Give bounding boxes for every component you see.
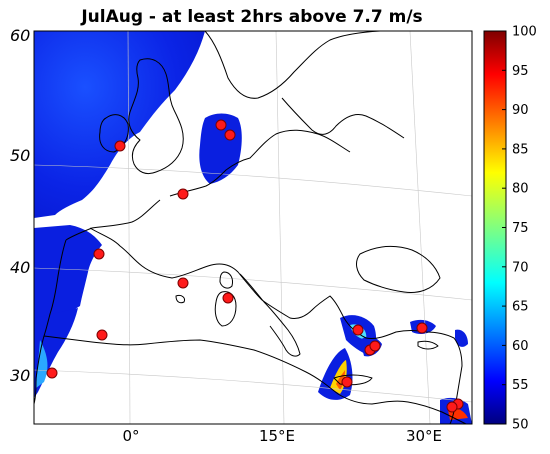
colorbar-tick-label: 90 [512, 103, 529, 118]
site-aegean-north [352, 324, 364, 336]
lon-label-0: 0° [122, 427, 139, 445]
site-galicia [93, 248, 105, 260]
colorbar-tick-label: 80 [512, 182, 529, 197]
scandinavia-coast [204, 31, 405, 139]
biscay-wind-field [34, 225, 102, 322]
red-sea-field [455, 329, 468, 347]
britain-coast [128, 58, 184, 175]
site-cyprus [416, 322, 428, 334]
atlantic-wind-field [34, 31, 205, 218]
site-gulf-of-lion [177, 277, 189, 289]
continent-coast [43, 129, 463, 424]
lat-label-60: 60 [10, 26, 30, 45]
lat-label-30: 30 [10, 366, 30, 385]
colorbar-tick-label: 100 [512, 25, 537, 40]
lon-label-30e: 30°E [406, 427, 442, 445]
colorbar-tick-label: 50 [512, 418, 529, 433]
colorbar-tick-label: 55 [512, 378, 529, 393]
crete-peak [336, 370, 345, 390]
site-levant-south [446, 401, 458, 413]
africa-coast [34, 335, 467, 424]
coastlines [34, 31, 467, 424]
site-netherlands [177, 188, 189, 200]
colorbar-tick-label: 95 [512, 64, 529, 79]
colorbar: 100 95 90 85 80 75 70 65 60 55 50 [483, 25, 537, 433]
ireland-coast [99, 114, 129, 153]
site-irish-sea [114, 140, 126, 152]
site-markers [46, 119, 464, 413]
colorbar-tick-label: 75 [512, 221, 529, 236]
corsica-coast [219, 271, 233, 289]
longitude-labels: 0° 15°E 30°E [122, 427, 442, 445]
morocco-high-core [36, 340, 48, 388]
colorbar-tick-label: 70 [512, 260, 529, 275]
site-crete-east [369, 340, 381, 352]
colorbar-tick-label: 85 [512, 142, 529, 157]
lon-label-15e: 15°E [259, 427, 295, 445]
latitude-labels: 60 50 40 30 [10, 26, 30, 385]
site-morocco-atlantic [46, 367, 58, 379]
site-crete-south [341, 376, 353, 388]
sardinia-coast [214, 291, 237, 327]
cyprus-coast [417, 340, 439, 350]
colorbar-ticks: 100 95 90 85 80 75 70 65 60 55 50 [502, 25, 537, 433]
site-denmark-north [215, 119, 227, 131]
colorbar-tick-label: 65 [512, 300, 529, 315]
colorbar-tick-label: 60 [512, 339, 529, 354]
balearic-coast [175, 295, 185, 304]
black-sea-coast [356, 246, 441, 293]
site-denmark-south [224, 129, 236, 141]
map-frame [33, 30, 473, 425]
crete-wind-field [318, 348, 353, 400]
map-title: JulAug - at least 2hrs above 7.7 m/s [80, 7, 422, 27]
lat-label-50: 50 [10, 146, 30, 165]
map-area [34, 31, 472, 424]
italy-coast [239, 273, 301, 357]
site-alboran [96, 329, 108, 341]
site-sardinia [222, 292, 234, 304]
graticule [34, 31, 472, 424]
lat-label-40: 40 [10, 258, 30, 277]
